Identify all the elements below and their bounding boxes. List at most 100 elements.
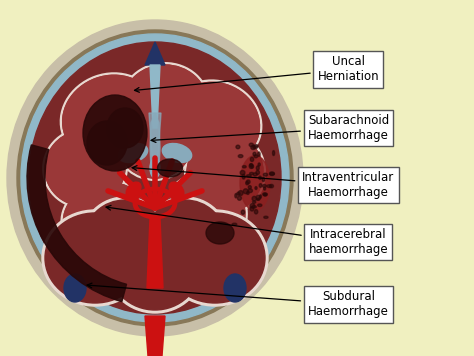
Ellipse shape bbox=[252, 196, 256, 201]
Ellipse shape bbox=[165, 175, 245, 251]
Polygon shape bbox=[150, 113, 160, 178]
Ellipse shape bbox=[184, 130, 266, 216]
Ellipse shape bbox=[262, 177, 264, 182]
Ellipse shape bbox=[171, 82, 259, 164]
Ellipse shape bbox=[246, 175, 251, 177]
Ellipse shape bbox=[267, 185, 272, 188]
Ellipse shape bbox=[236, 145, 240, 149]
Ellipse shape bbox=[240, 156, 270, 210]
Ellipse shape bbox=[64, 183, 146, 253]
Ellipse shape bbox=[256, 198, 259, 200]
Ellipse shape bbox=[259, 195, 262, 198]
Text: Intracerebral
haemorrhage: Intracerebral haemorrhage bbox=[106, 205, 388, 256]
Ellipse shape bbox=[29, 42, 281, 314]
Ellipse shape bbox=[87, 121, 127, 165]
Ellipse shape bbox=[246, 181, 248, 185]
Ellipse shape bbox=[187, 133, 263, 213]
Polygon shape bbox=[145, 316, 165, 356]
Ellipse shape bbox=[249, 164, 253, 168]
Ellipse shape bbox=[258, 204, 262, 206]
Ellipse shape bbox=[120, 118, 190, 178]
Ellipse shape bbox=[235, 194, 237, 198]
Ellipse shape bbox=[162, 172, 248, 254]
Ellipse shape bbox=[250, 204, 255, 208]
Polygon shape bbox=[145, 42, 165, 65]
Ellipse shape bbox=[117, 115, 193, 181]
Ellipse shape bbox=[107, 108, 143, 148]
Ellipse shape bbox=[64, 183, 146, 253]
Ellipse shape bbox=[264, 216, 268, 218]
Ellipse shape bbox=[162, 143, 191, 163]
Ellipse shape bbox=[243, 189, 248, 194]
Ellipse shape bbox=[241, 210, 245, 214]
Ellipse shape bbox=[242, 166, 246, 168]
Ellipse shape bbox=[82, 197, 168, 279]
Ellipse shape bbox=[259, 176, 261, 179]
Ellipse shape bbox=[42, 127, 128, 209]
Text: Subarachnoid
Haemorrhage: Subarachnoid Haemorrhage bbox=[151, 114, 389, 142]
Ellipse shape bbox=[206, 222, 234, 244]
Ellipse shape bbox=[7, 20, 303, 336]
Ellipse shape bbox=[169, 182, 184, 198]
Ellipse shape bbox=[254, 145, 258, 147]
Ellipse shape bbox=[253, 201, 256, 203]
Ellipse shape bbox=[253, 152, 256, 156]
Ellipse shape bbox=[256, 166, 259, 170]
Ellipse shape bbox=[42, 210, 148, 306]
Ellipse shape bbox=[250, 157, 254, 162]
Ellipse shape bbox=[83, 95, 147, 171]
Ellipse shape bbox=[240, 171, 245, 175]
Ellipse shape bbox=[150, 158, 160, 178]
Ellipse shape bbox=[63, 75, 157, 161]
Ellipse shape bbox=[237, 192, 240, 195]
Ellipse shape bbox=[258, 163, 260, 166]
Text: Subdural
Haemorrhage: Subdural Haemorrhage bbox=[87, 283, 389, 318]
Ellipse shape bbox=[17, 30, 293, 326]
Ellipse shape bbox=[45, 213, 145, 303]
Ellipse shape bbox=[248, 189, 253, 193]
Ellipse shape bbox=[264, 187, 266, 190]
Ellipse shape bbox=[263, 193, 266, 195]
Ellipse shape bbox=[120, 118, 190, 178]
Ellipse shape bbox=[107, 223, 203, 313]
Ellipse shape bbox=[269, 172, 274, 176]
Ellipse shape bbox=[64, 274, 86, 302]
Ellipse shape bbox=[273, 151, 274, 156]
Ellipse shape bbox=[251, 145, 255, 150]
Ellipse shape bbox=[63, 75, 157, 161]
Polygon shape bbox=[150, 65, 160, 128]
Ellipse shape bbox=[187, 133, 263, 213]
Ellipse shape bbox=[162, 210, 268, 306]
Ellipse shape bbox=[264, 194, 267, 196]
Text: Uncal
Herniation: Uncal Herniation bbox=[135, 56, 379, 92]
Ellipse shape bbox=[120, 62, 210, 144]
Ellipse shape bbox=[259, 184, 262, 187]
Ellipse shape bbox=[110, 226, 200, 310]
Ellipse shape bbox=[224, 274, 246, 302]
Ellipse shape bbox=[165, 175, 245, 251]
Wedge shape bbox=[27, 145, 127, 302]
Ellipse shape bbox=[252, 206, 256, 208]
Polygon shape bbox=[147, 218, 163, 288]
Ellipse shape bbox=[157, 159, 182, 177]
Ellipse shape bbox=[60, 72, 160, 164]
Ellipse shape bbox=[255, 210, 258, 214]
Ellipse shape bbox=[254, 155, 258, 158]
Ellipse shape bbox=[264, 193, 267, 195]
Ellipse shape bbox=[21, 34, 289, 322]
Ellipse shape bbox=[142, 197, 228, 279]
Ellipse shape bbox=[45, 130, 125, 206]
Ellipse shape bbox=[246, 192, 249, 194]
Ellipse shape bbox=[237, 196, 241, 200]
Text: Intraventricular
Haemorrhage: Intraventricular Haemorrhage bbox=[132, 166, 394, 199]
Ellipse shape bbox=[123, 65, 207, 141]
Ellipse shape bbox=[165, 213, 265, 303]
Ellipse shape bbox=[246, 180, 250, 184]
Ellipse shape bbox=[253, 146, 257, 149]
Ellipse shape bbox=[270, 184, 273, 188]
Polygon shape bbox=[149, 113, 161, 158]
Ellipse shape bbox=[145, 200, 225, 276]
Ellipse shape bbox=[250, 207, 254, 211]
Ellipse shape bbox=[251, 165, 254, 168]
Ellipse shape bbox=[238, 190, 243, 195]
